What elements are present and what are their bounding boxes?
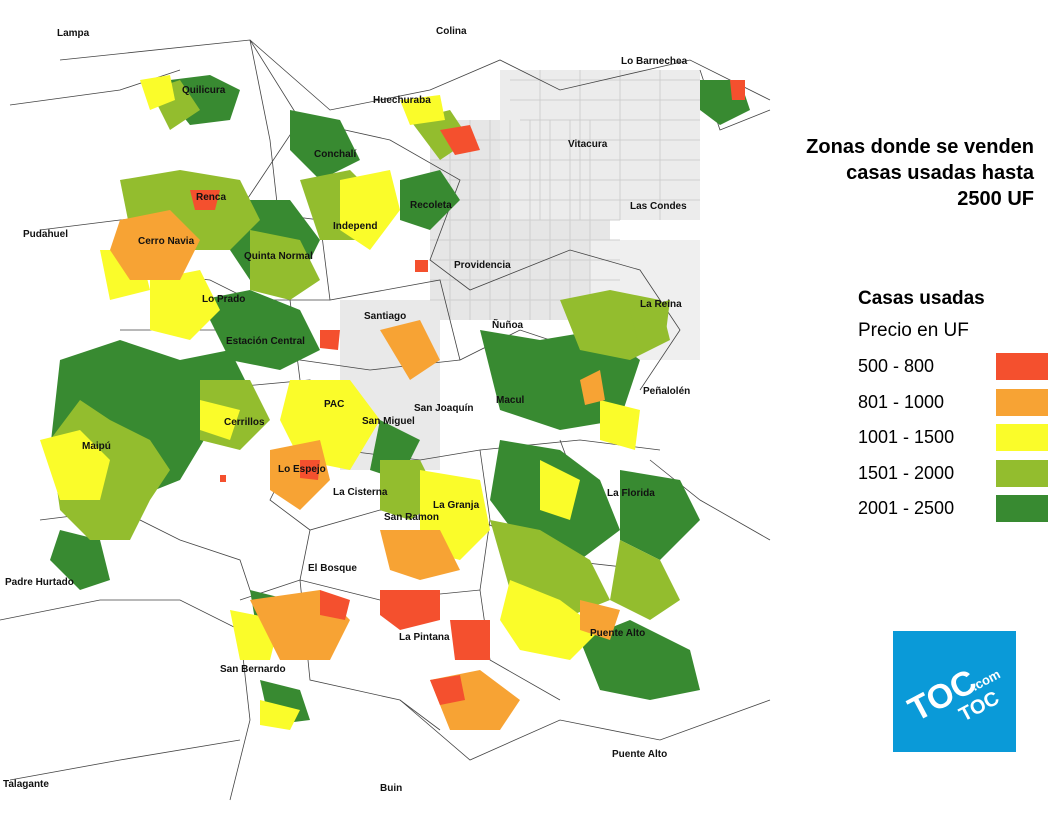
place-label-loespejo: Lo Espejo [278,464,326,475]
place-label-lareina: La Reina [640,299,682,310]
place-label-lagranja: La Granja [433,500,480,511]
place-label-independ: Independ [333,221,377,232]
place-label-recoleta: Recoleta [410,200,452,211]
place-label-lapintana: La Pintana [399,632,450,643]
place-label-colina: Colina [436,26,467,37]
legend-item: 500 - 800 [858,349,1048,385]
place-label-sanbernardo: San Bernardo [220,664,286,675]
svg-text:.com: .com [969,666,1003,693]
title-line-1: Zonas donde se venden [806,136,1034,158]
place-label-quintanormal: Quinta Normal [244,251,313,262]
place-label-conchali: Conchalí [314,149,357,160]
toctoc-logo: TOC TOC .com [893,631,1016,752]
legend-swatch [996,495,1048,523]
map-title: Zonas donde se venden casas usadas hasta… [806,134,1034,212]
price-legend: Casas usadas Precio en UF 500 - 800 801 … [858,285,1048,527]
legend-swatch [996,353,1048,381]
place-label-laflorida: La Florida [607,488,655,499]
place-label-renca: Renca [196,192,226,203]
place-label-lampa: Lampa [57,28,90,39]
legend-item: 1501 - 2000 [858,456,1048,492]
place-label-padrehurtado: Padre Hurtado [5,577,74,588]
legend-item-label: 801 - 1000 [858,391,945,412]
place-label-lacisterna: La Cisterna [333,487,388,498]
place-label-pac: PAC [324,399,344,410]
place-label-cerrillos: Cerrillos [224,417,265,428]
title-line-2: casas usadas hasta [846,162,1034,184]
place-label-quilicura: Quilicura [182,85,226,96]
legend-item-label: 1001 - 1500 [858,427,955,448]
place-label-providencia: Providencia [454,260,511,271]
price-zone-map: Lampa Colina Lo Barnechea Quilicura Huec… [0,26,771,801]
place-label-sanramon: San Ramon [384,512,439,523]
title-line-3: 2500 UF [957,188,1034,210]
legend-swatch [996,388,1048,416]
zone-801-1000 [110,210,620,730]
place-label-loprado: Lo Prado [202,294,245,305]
place-labels: Lampa Colina Lo Barnechea Quilicura Huec… [3,26,690,794]
legend-item: 2001 - 2500 [858,491,1048,527]
place-label-penalolen: Peñalolén [643,386,690,397]
place-label-vitacura: Vitacura [568,139,608,150]
urban-street-grid [340,70,700,470]
zone-500-800 [190,80,745,705]
place-label-lobarnechea: Lo Barnechea [621,56,688,67]
place-label-estacioncentral: Estación Central [226,336,305,347]
place-label-santiago: Santiago [364,311,406,322]
place-label-buin: Buin [380,783,402,794]
legend-item: 1001 - 1500 [858,420,1048,456]
legend-swatch [996,459,1048,487]
place-label-cerronavia: Cerro Navia [138,236,195,247]
place-label-puentealto1: Puente Alto [590,628,645,639]
legend-item: 801 - 1000 [858,385,1048,421]
place-label-lascondes: Las Condes [630,201,687,212]
place-label-talagante: Talagante [3,779,49,790]
legend-swatch [996,424,1048,452]
place-label-pudahuel: Pudahuel [23,229,68,240]
place-label-sanmiguel: San Miguel [362,416,415,427]
place-label-puentealto2: Puente Alto [612,749,667,760]
legend-title: Casas usadas [858,288,985,309]
legend-subtitle: Precio en UF [858,320,969,341]
place-label-macul: Macul [496,395,525,406]
place-label-elbosque: El Bosque [308,563,357,574]
place-label-sanjoaquin: San Joaquín [414,403,473,414]
legend-item-label: 1501 - 2000 [858,462,955,483]
place-label-nunoa: Ñuñoa [492,318,524,331]
legend-item-label: 2001 - 2500 [858,498,955,519]
legend-item-label: 500 - 800 [858,356,935,377]
place-label-maipu: Maipú [82,441,111,452]
place-label-huechuraba: Huechuraba [373,95,431,106]
